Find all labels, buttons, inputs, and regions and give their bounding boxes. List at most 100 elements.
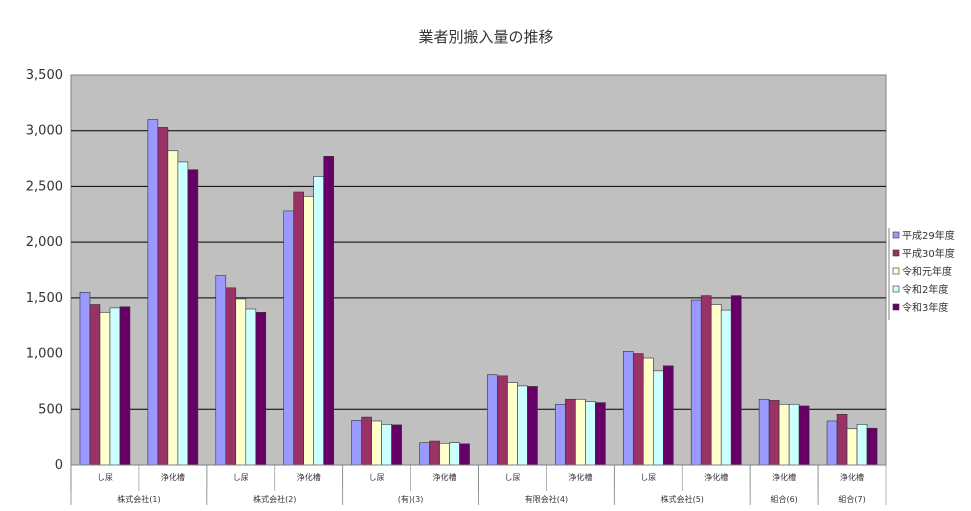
- bar: [866, 427, 878, 466]
- group-label: (有)(3): [398, 494, 424, 504]
- y-tick-label: 2,000: [26, 235, 63, 250]
- bar: [293, 191, 305, 466]
- bar: [303, 196, 315, 466]
- bar: [313, 176, 325, 466]
- x-tick-label: 浄化槽: [161, 472, 185, 482]
- x-tick-label: し尿: [504, 473, 520, 482]
- bar: [283, 210, 295, 466]
- group-label: 組合(7): [838, 494, 865, 504]
- bar: [245, 308, 257, 466]
- x-tick-label: し尿: [369, 473, 385, 482]
- y-tick-label: 1,000: [26, 347, 63, 362]
- legend-label: 令和元年度: [902, 265, 952, 278]
- bar: [225, 287, 237, 466]
- x-tick-label: 浄化槽: [568, 472, 592, 482]
- bar: [710, 304, 722, 466]
- bar: [517, 385, 528, 466]
- bar: [187, 169, 199, 466]
- bar: [662, 365, 674, 466]
- bar: [778, 403, 790, 466]
- legend-swatch: [892, 285, 900, 293]
- bar: [351, 420, 362, 466]
- bar: [585, 401, 596, 466]
- legend-swatch: [892, 231, 900, 239]
- bar: [642, 357, 654, 466]
- bar: [119, 306, 131, 466]
- legend-swatch: [892, 267, 900, 275]
- bar: [391, 424, 402, 466]
- bar: [323, 156, 335, 466]
- bar: [255, 312, 267, 466]
- bar: [595, 402, 606, 466]
- x-tick-label: 浄化槽: [704, 472, 728, 482]
- group-label: 有限会社(4): [525, 494, 568, 504]
- bar: [381, 424, 392, 466]
- bar: [720, 309, 732, 466]
- bar: [788, 403, 800, 466]
- group-label: 株式会社(1): [117, 494, 160, 504]
- bar: [768, 400, 780, 466]
- bar: [622, 351, 634, 466]
- bar: [177, 161, 189, 466]
- bar: [215, 275, 227, 466]
- bar: [429, 440, 440, 466]
- bar: [826, 420, 838, 466]
- bar: [575, 398, 586, 466]
- bar: [89, 304, 101, 466]
- bar: [361, 416, 372, 466]
- bar: [846, 428, 858, 466]
- group-label: 株式会社(5): [661, 494, 704, 504]
- bar: [758, 398, 770, 466]
- legend-swatch: [892, 249, 900, 257]
- bar: [79, 291, 91, 466]
- bar: [798, 405, 810, 466]
- bar: [449, 442, 460, 466]
- bar: [147, 119, 159, 466]
- plot-area: [70, 74, 887, 466]
- bar: [730, 295, 742, 466]
- y-tick-label: 3,500: [26, 68, 63, 83]
- legend-label: 平成30年度: [902, 247, 955, 260]
- bar: [439, 442, 450, 466]
- y-tick-label: 3,000: [26, 124, 63, 139]
- bar: [700, 295, 712, 466]
- x-tick-label: 浄化槽: [433, 472, 457, 482]
- bar: [167, 150, 179, 466]
- bar: [109, 307, 121, 466]
- x-tick-label: 浄化槽: [772, 472, 796, 482]
- bar: [487, 374, 498, 466]
- y-tick-label: 2,500: [26, 179, 63, 194]
- bar: [527, 386, 538, 466]
- bar: [507, 382, 518, 466]
- bar: [419, 442, 430, 466]
- legend-label: 平成29年度: [902, 229, 955, 242]
- bar: [856, 424, 868, 466]
- group-label: 株式会社(2): [253, 494, 296, 504]
- x-tick-label: し尿: [97, 473, 113, 482]
- group-label: 組合(6): [770, 494, 797, 504]
- legend-label: 令和3年度: [902, 301, 948, 314]
- bar: [565, 398, 576, 466]
- legend-label: 令和2年度: [902, 283, 948, 296]
- y-tick-label: 500: [38, 402, 63, 417]
- bar: [836, 413, 848, 466]
- bar: [459, 443, 470, 466]
- bar: [497, 375, 508, 466]
- legend-swatch: [892, 303, 900, 311]
- bar: [99, 312, 111, 466]
- bar: [371, 420, 382, 466]
- x-tick-label: 浄化槽: [297, 472, 321, 482]
- bar: [690, 299, 702, 466]
- x-tick-label: し尿: [640, 473, 656, 482]
- y-tick-label: 0: [55, 458, 63, 473]
- bar: [157, 127, 169, 466]
- y-tick-label: 1,500: [26, 291, 63, 306]
- x-tick-label: し尿: [233, 473, 249, 482]
- x-tick-label: 浄化槽: [840, 472, 864, 482]
- bar: [632, 353, 644, 466]
- bar: [555, 403, 566, 466]
- chart-title: 業者別搬入量の推移: [418, 28, 553, 46]
- bar: [235, 298, 247, 466]
